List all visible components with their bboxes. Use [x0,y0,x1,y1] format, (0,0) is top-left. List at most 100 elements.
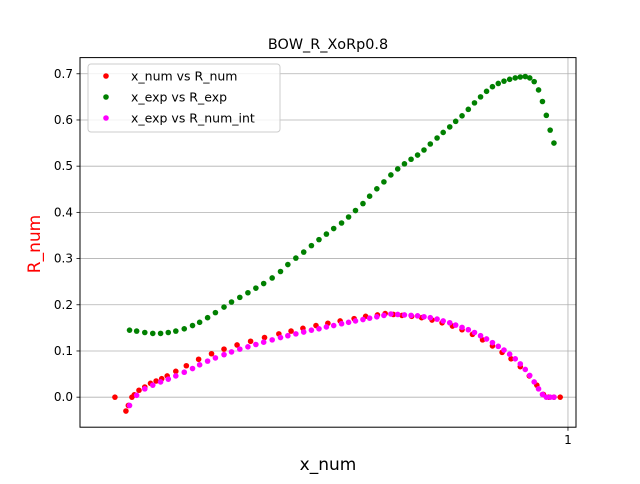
data-point [401,312,408,318]
data-point [245,344,251,350]
data-point [300,249,307,255]
data-point [421,147,427,153]
data-point [300,329,307,335]
data-point [126,327,133,333]
data-point [183,362,190,369]
data-point [557,394,563,400]
data-point [345,319,352,326]
data-point [366,315,373,321]
legend-label: x_exp vs R_num_int [131,111,255,126]
data-point [446,319,453,326]
data-point [477,332,484,339]
data-point [338,320,345,327]
data-points [112,73,563,414]
data-point [360,316,366,323]
data-point [285,261,291,268]
data-point [153,378,159,384]
legend: x_num vs R_num x_exp vs R_exp x_exp vs R_n… [87,63,281,133]
data-point [352,207,359,214]
data-point [112,394,118,400]
data-point [196,319,203,326]
data-point [228,349,235,355]
data-point [501,78,507,84]
data-point [133,328,140,334]
data-point [141,386,148,392]
data-point [173,368,179,375]
data-point [551,140,557,146]
data-point [149,382,156,388]
data-point [316,325,322,332]
data-point [360,200,366,207]
data-point [330,322,337,329]
data-point [323,231,330,237]
data-point [189,365,196,372]
data-point [394,166,401,172]
y-tick-label: 0.0 [54,390,73,404]
data-point [173,373,179,379]
data-point [547,127,553,133]
data-point [489,83,496,90]
data-point [408,312,414,319]
data-point [517,74,524,80]
data-point [133,392,140,399]
data-point [221,346,227,352]
data-point [512,356,519,362]
data-point [208,350,215,357]
data-point [352,318,359,324]
data-point [149,330,156,337]
data-point [452,118,459,125]
data-point [308,327,315,333]
data-point [234,342,240,348]
data-point [483,88,490,95]
data-point [465,326,472,333]
data-point [465,106,472,113]
data-point [535,386,542,392]
data-point [165,376,172,382]
data-point [204,314,211,321]
data-point [173,328,179,334]
y-axis-label: R_num [25,215,45,273]
legend-label: x_num vs R_num [131,69,237,84]
y-tick-label: 0.3 [54,252,73,266]
data-point [471,100,478,106]
data-point [459,113,465,119]
data-point [308,242,315,249]
data-point [459,324,465,331]
data-point [452,322,459,328]
legend-label: x_exp vs R_exp [131,90,227,105]
data-point [512,75,519,81]
data-point [288,328,294,334]
data-point [526,75,533,81]
data-point [330,225,337,232]
data-point [522,366,529,373]
data-point [136,387,142,394]
data-point [539,391,546,398]
data-point [269,275,275,281]
x-axis-label: x_num [300,455,357,475]
data-point [506,351,513,358]
data-point [427,314,434,321]
data-point [401,161,408,167]
data-point [260,339,267,345]
data-point [323,324,330,330]
data-point [338,220,345,226]
legend-marker [103,73,109,79]
data-point [181,369,188,376]
data-point [196,362,203,368]
data-point [195,356,202,363]
data-point [506,76,513,83]
data-point [414,313,421,319]
data-point [501,347,507,353]
chart-title: BOW_R_XoRp0.8 [268,37,388,53]
data-point [434,135,440,141]
data-point [388,172,394,178]
data-point [277,268,284,275]
x-tick-label: 1 [564,433,572,447]
data-point [126,402,133,409]
data-point [388,311,394,317]
data-point [247,338,254,345]
y-tick-label: 0.6 [54,113,73,127]
data-point [221,351,227,358]
data-point [277,334,284,341]
